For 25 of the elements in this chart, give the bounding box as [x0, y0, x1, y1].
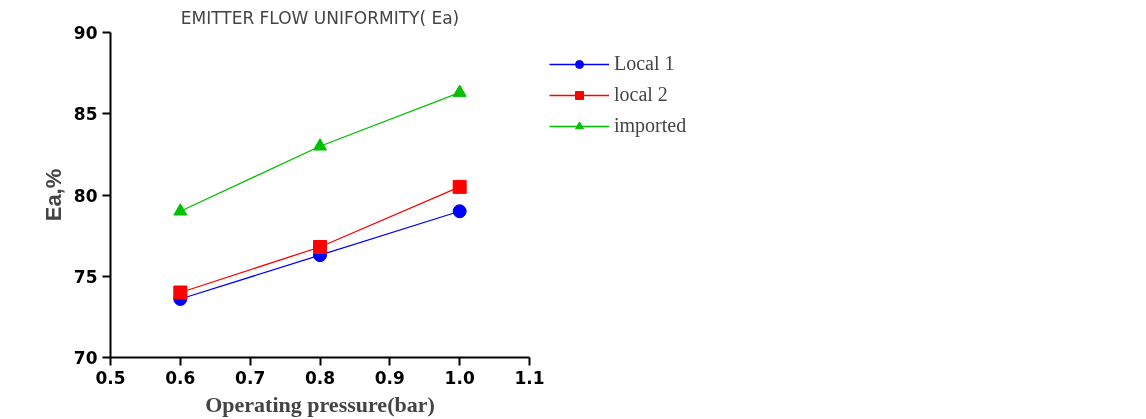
y-tick-label: 75 — [73, 266, 98, 287]
y-tick-label: 80 — [73, 185, 98, 206]
point — [452, 179, 467, 194]
x-tick-label: 0.8 — [304, 367, 336, 388]
y-axis-title: Ea,% — [40, 168, 66, 222]
legend-label: local 2 — [614, 83, 668, 106]
x-tick-label: 0.5 — [95, 367, 126, 388]
x-axis-title: Operating pressure(bar) — [205, 391, 435, 417]
y-tick-label: 90 — [73, 23, 98, 43]
legend-label: Local 1 — [614, 52, 675, 75]
x-tick-label: 0.6 — [165, 367, 196, 388]
point — [452, 84, 467, 97]
legend-label: imported — [614, 114, 687, 137]
chart-title: EMITTER FLOW UNIFORMITY( Ea) — [180, 7, 460, 28]
x-tick-label: 1.1 — [514, 367, 545, 388]
y-tick-label: 85 — [73, 104, 98, 125]
point — [173, 203, 188, 216]
y-tick-label: 70 — [73, 348, 98, 368]
x-tick-label: 0.9 — [374, 367, 405, 388]
point — [313, 240, 327, 254]
point — [452, 204, 467, 219]
point — [173, 285, 188, 300]
x-tick-label: 0.7 — [235, 367, 266, 388]
x-tick-label: 1.0 — [444, 367, 475, 388]
point — [313, 138, 327, 151]
